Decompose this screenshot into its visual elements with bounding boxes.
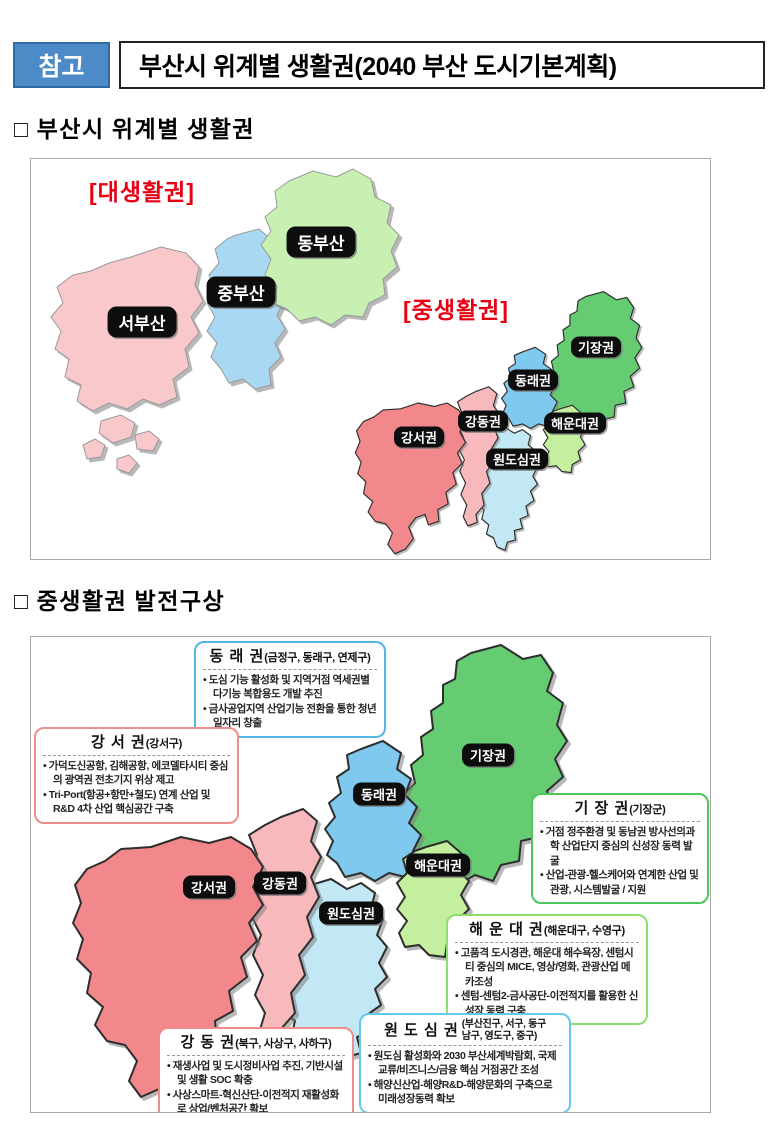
info-box-title: 강 서 권(강서구) (43, 732, 230, 753)
bullet-item: 거점 정주환경 및 동남권 방사선의과학 산업단지 중심의 신성장 동력 발굴 (540, 825, 700, 868)
zone-label-wondosim-mini: 원도심권 (486, 448, 548, 470)
info-box-body: 재생사업 및 도시정비사업 추진, 기반시설 및 생활 SOC 확충 사상스마트… (167, 1055, 345, 1112)
large-zone-title: [대생활권] (89, 179, 195, 205)
info-box-title: 동 래 권(금정구, 동래구, 연제구) (203, 646, 377, 667)
info-box-body: 도심 기능 활성화 및 지역거점 역세권별 다기능 복합용도 개발 추진 금사공… (203, 669, 377, 731)
info-box-title: 기 장 권(기장군) (540, 798, 700, 819)
zone-label-gijang-mini: 기장권 (571, 336, 621, 358)
zone-districts: (기장군) (629, 804, 666, 816)
bullet-item: 재생사업 및 도시정비사업 추진, 기반시설 및 생활 SOC 확충 (167, 1059, 345, 1088)
bullet-item: 사상스마트-혁신산단-이전적지 재활성화로 상업/벤처공간 확보 (167, 1088, 345, 1112)
info-box-wondosim: 원 도 심 권(부산진구, 서구, 동구 남구, 영도구, 중구) 원도심 활성… (359, 1013, 571, 1112)
island-shape (98, 414, 136, 444)
bullet-item: 가덕도신공항, 김해공항, 에코델타시티 중심의 광역권 전초기지 위상 제고 (43, 759, 230, 788)
page-title: 부산시 위계별 생활권(2040 부산 도시기본계획) (119, 41, 765, 89)
zone-label-seobusan: 서부산 (107, 306, 177, 338)
info-box-gijang: 기 장 권(기장군) 거점 정주환경 및 동남권 방사선의과학 산업단지 중심의… (531, 793, 709, 905)
info-box-body: 가덕도신공항, 김해공항, 에코델타시티 중심의 광역권 전초기지 위상 제고 … (43, 755, 230, 817)
reference-badge: 참고 (13, 42, 110, 88)
zone-name: 기 장 권 (574, 800, 630, 817)
bullet-item: 해양신산업-해양R&D-해양문화의 구축으로 미래성장동력 확보 (368, 1078, 562, 1107)
info-box-title: 강 동 권(북구, 사상구, 사하구) (167, 1032, 345, 1053)
zone-districts: (부산진구, 서구, 동구 남구, 영도구, 중구) (461, 1019, 546, 1042)
section-heading-living-zones: □ 부산시 위계별 생활권 (14, 117, 256, 142)
section-heading-development: □ 중생활권 발전구상 (14, 589, 226, 614)
zone-label-dongrae-mini: 동래권 (508, 369, 558, 391)
bullet-item: 원도심 활성화와 2030 부산세계박람회, 국제교류/비즈니스/금융 핵심 거… (368, 1049, 562, 1078)
zone-label-wondosim: 원도심권 (319, 901, 383, 925)
info-box-body: 고품격 도시경관, 해운대 해수욕장, 센텀시티 중심의 MICE, 영상/영화… (455, 942, 639, 1018)
info-box-body: 거점 정주환경 및 동남권 방사선의과학 산업단지 중심의 신성장 동력 발굴 … (540, 821, 700, 897)
zone-label-gangdong: 강동권 (254, 871, 306, 895)
overview-map-svg (50, 168, 711, 560)
info-box-gangseo: 강 서 권(강서구) 가덕도신공항, 김해공항, 에코델타시티 중심의 광역권 … (34, 727, 239, 824)
zone-label-gijang: 기장권 (462, 743, 514, 767)
info-box-dongrae: 동 래 권(금정구, 동래구, 연제구) 도심 기능 활성화 및 지역거점 역세… (194, 641, 386, 738)
info-box-gangdong: 강 동 권(북구, 사상구, 사하구) 재생사업 및 도시정비사업 추진, 기반… (158, 1027, 354, 1112)
bullet-item: 산업-관광-헬스케어와 연계한 산업 및 관광, 시스템발굴 / 지원 (540, 868, 700, 897)
zone-label-gangseo-mini: 강서권 (394, 426, 444, 448)
bullet-item: 도심 기능 활성화 및 지역거점 역세권별 다기능 복합용도 개발 추진 (203, 673, 377, 702)
zone-name: 강 서 권 (91, 734, 146, 751)
overview-map-figure: [대생활권] [중생활권] 서부산 중부산 동부산 기장권 동래권 해운대권 강… (30, 158, 711, 560)
bullet-item: 금사공업지역 산업기능 전환을 통한 청년 일자리 창출 (203, 702, 377, 731)
bullet-item: 고품격 도시경관, 해운대 해수욕장, 센텀시티 중심의 MICE, 영상/영화… (455, 946, 639, 989)
zone-name: 동 래 권 (209, 648, 265, 665)
info-box-title: 원 도 심 권 (부산진구, 서구, 동구 남구, 영도구, 중구) (368, 1018, 562, 1043)
zone-name: 원 도 심 권 (384, 1021, 459, 1039)
island-shape (116, 454, 138, 474)
island-shape (134, 430, 160, 452)
zone-districts: (북구, 사상구, 사하구) (235, 1038, 332, 1050)
zone-label-dongbusan: 동부산 (286, 226, 356, 258)
bullet-item: Tri-Port(항공+항만+철도) 연계 산업 및 R&D 4차 산업 핵심공… (43, 788, 230, 817)
zone-label-gangdong-mini: 강동권 (458, 410, 508, 432)
zone-label-haeundae: 해운대권 (406, 853, 470, 877)
zone-districts: (강서구) (145, 738, 182, 750)
info-box-body: 원도심 활성화와 2030 부산세계박람회, 국제교류/비즈니스/금융 핵심 거… (368, 1045, 562, 1107)
info-box-haeundae: 해 운 대 권(해운대구, 수영구) 고품격 도시경관, 해운대 해수욕장, 센… (446, 914, 648, 1026)
zone-name: 강 동 권 (180, 1034, 236, 1051)
zone-label-dongrae: 동래권 (353, 782, 405, 806)
island-shape (82, 438, 106, 460)
medium-zone-title: [중생활권] (403, 297, 509, 323)
zone-districts: (금정구, 동래구, 연제구) (264, 652, 371, 664)
info-box-title: 해 운 대 권(해운대구, 수영구) (455, 919, 639, 940)
zone-name: 해 운 대 권 (469, 921, 544, 938)
zone-districts: (해운대구, 수영구) (543, 925, 625, 937)
zone-label-jungbusan: 중부산 (206, 276, 276, 308)
zone-label-haeundae-mini: 해운대권 (544, 412, 606, 434)
development-map-figure: 기장권 동래권 해운대권 강동권 강서권 원도심권 동 래 권(금정구, 동래구… (30, 636, 711, 1113)
zone-label-gangseo: 강서권 (183, 875, 235, 899)
